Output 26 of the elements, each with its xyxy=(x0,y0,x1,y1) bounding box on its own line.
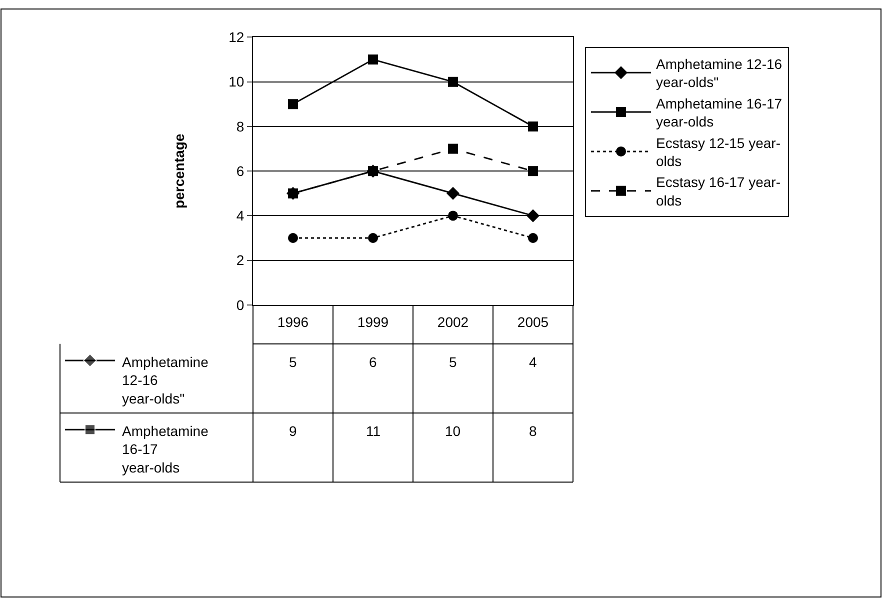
x-tick-label: 2005 xyxy=(517,314,549,330)
legend-label: Ecstasy 12-15 year-olds xyxy=(656,134,781,170)
x-tick-label: 2002 xyxy=(437,314,469,330)
y-axis-title: percentage xyxy=(171,134,188,208)
y-tick-label: 6 xyxy=(236,162,244,179)
y-tick-label: 10 xyxy=(228,74,244,90)
legend-label: Amphetamine 16-17 year-olds xyxy=(656,95,782,130)
data-label: 4 xyxy=(529,354,537,370)
legend-label: Amphetamine 12-16 year-olds" xyxy=(656,56,782,90)
data-label: 5 xyxy=(449,354,457,370)
data-label: 10 xyxy=(445,423,461,439)
x-tick-label: 1996 xyxy=(277,314,309,330)
data-label: 8 xyxy=(529,423,537,439)
y-tick-label: 0 xyxy=(236,296,244,313)
y-tick-label: 8 xyxy=(236,118,244,134)
data-label: 5 xyxy=(289,354,297,370)
data-label: 6 xyxy=(369,354,377,370)
data-label: 11 xyxy=(366,423,381,439)
text: Amphetamine 12-16 year-olds" xyxy=(122,354,208,406)
x-tick-label: 1999 xyxy=(357,314,389,330)
text: Amphetamine 16-17 year-olds xyxy=(122,423,208,476)
data-label: 9 xyxy=(289,423,297,439)
y-tick-label: 4 xyxy=(236,208,244,224)
y-tick-label: 2 xyxy=(236,252,244,268)
legend-label: Ecstasy 16-17 year-olds xyxy=(656,174,781,208)
y-tick-label: 12 xyxy=(228,29,244,46)
